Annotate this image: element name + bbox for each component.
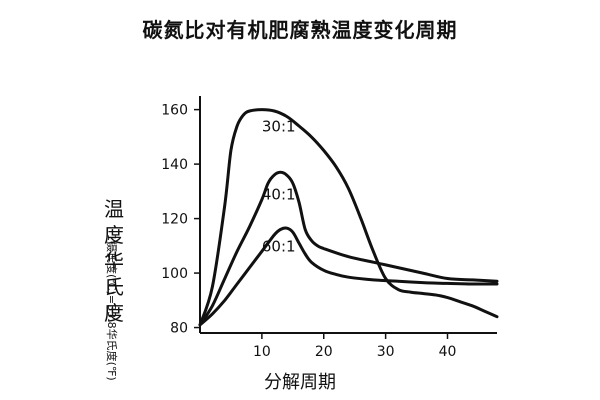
series-line-40-1 bbox=[198, 170, 499, 327]
x-axis-label: 分解周期 bbox=[264, 372, 336, 393]
chart-lines bbox=[198, 108, 499, 327]
series-line-60-1 bbox=[198, 226, 499, 327]
chart-axes bbox=[199, 96, 497, 334]
series-line-30-1 bbox=[198, 108, 499, 327]
y-tick-label: 140 bbox=[161, 157, 188, 173]
chart-series-labels: 30:1 40:1 60:1 bbox=[262, 117, 296, 255]
x-tick-label: 20 bbox=[315, 344, 333, 360]
chart-title: 碳氮比对有机肥腐熟温度变化周期 bbox=[142, 18, 458, 42]
y-tick-label: 120 bbox=[161, 212, 188, 228]
y-tick-label: 100 bbox=[161, 266, 188, 282]
x-tick-label: 30 bbox=[377, 344, 395, 360]
y-tick-label: 160 bbox=[161, 103, 188, 119]
x-tick-label: 10 bbox=[253, 344, 271, 360]
series-label-40-1: 40:1 bbox=[262, 186, 296, 204]
x-tick-label: 40 bbox=[439, 344, 457, 360]
series-label-30-1: 30:1 bbox=[262, 117, 296, 135]
y-axis-label: 温度华氏度 bbox=[104, 197, 124, 325]
chart-ticks: 80 100 120 140 160 10 20 30 40 bbox=[161, 103, 456, 360]
series-label-60-1: 60:1 bbox=[262, 237, 296, 255]
y-axis-conversion-note: 1摄氏度(℃)=33.8华氏度(℉) bbox=[105, 234, 118, 381]
y-tick-label: 80 bbox=[170, 321, 188, 337]
